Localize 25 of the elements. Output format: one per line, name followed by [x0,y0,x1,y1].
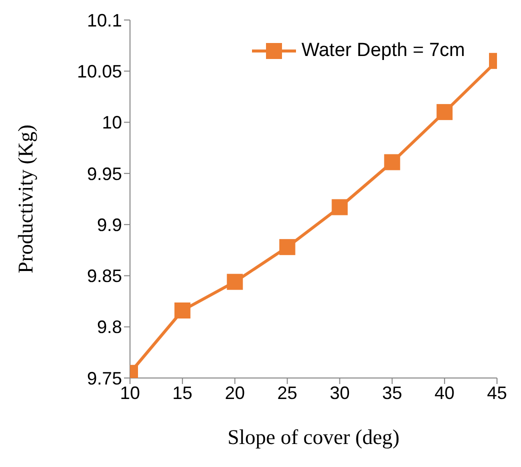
point [279,239,296,256]
x-tick-label: 40 [434,382,455,403]
y-tick-label: 10.05 [76,62,122,82]
y-tick-label: 9.75 [86,368,122,388]
legend-label: Water Depth = 7cm [302,40,465,62]
point [174,302,190,318]
x-tick-label: 30 [330,382,350,403]
x-tick-label: 45 [486,382,508,403]
y-tick-label: 9.8 [96,317,122,338]
point [226,274,243,290]
x-tick-label: 25 [277,382,298,403]
x-tick-label: 35 [382,382,402,403]
point [436,104,453,120]
y-tick-label: 9.9 [96,214,122,235]
point [332,199,348,216]
y-axis-title: Productivity (Kg) [13,124,38,274]
x-tick-label: 20 [224,382,245,403]
x-tick-label: 15 [172,382,192,403]
x-axis-title: Slope of cover (deg) [227,425,400,449]
y-tick-label: 10 [102,112,122,133]
y-tick-label: 10.1 [86,10,122,30]
point [384,154,400,170]
y-tick-label: 9.85 [86,266,122,286]
x-tick-label: 10 [120,382,140,403]
y-tick-label: 9.95 [86,164,122,184]
